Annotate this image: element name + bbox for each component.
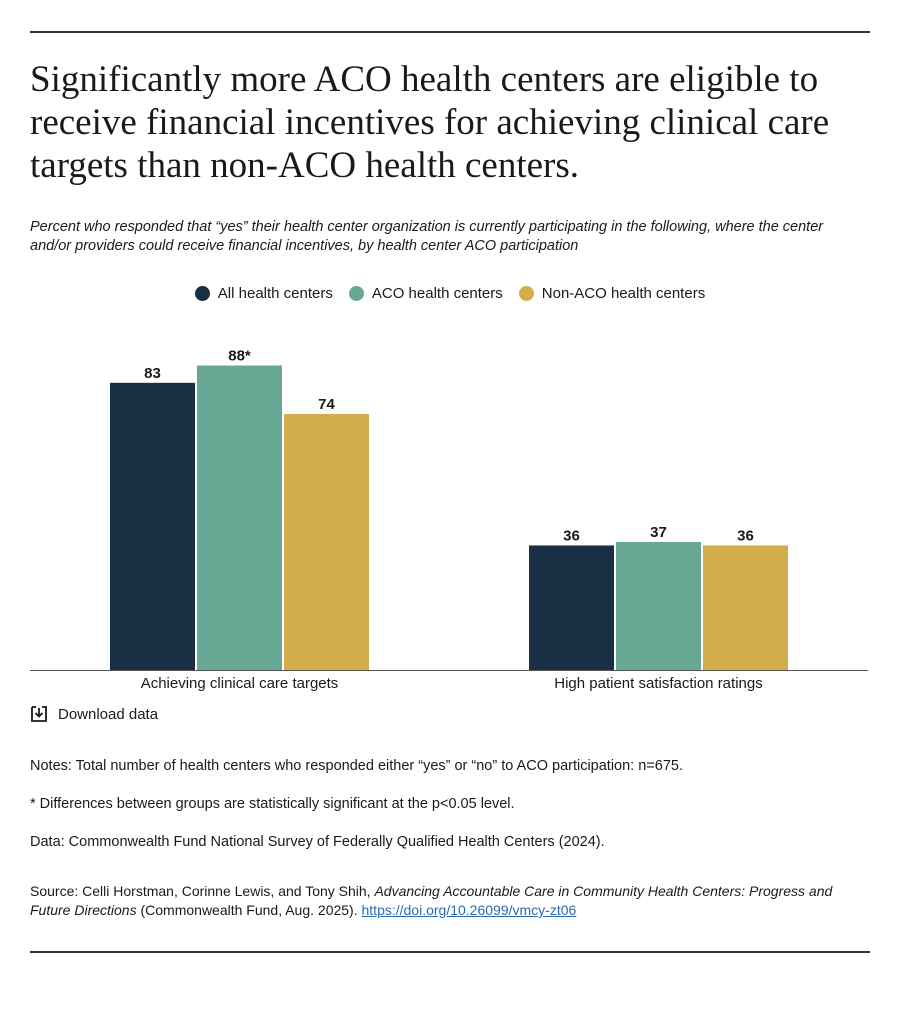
source-suffix: (Commonwealth Fund, Aug. 2025). xyxy=(136,902,362,918)
bar-all-0 xyxy=(110,382,195,670)
download-icon xyxy=(31,706,47,722)
category-label-0: Achieving clinical care targets xyxy=(141,675,339,692)
legend-swatch-all xyxy=(194,286,210,301)
bottom-rule xyxy=(30,951,870,953)
category-label-1: High patient satisfaction ratings xyxy=(554,675,762,692)
data-label-nonaco-1: 36 xyxy=(737,527,754,544)
bar-all-1 xyxy=(529,545,614,670)
legend-label-all: All health centers xyxy=(217,285,333,302)
legend-item-nonaco: Non-ACO health centers xyxy=(518,285,706,302)
chart-title: Significantly more ACO health centers ar… xyxy=(30,59,830,186)
source-work-title: Advancing Accountable Care in Community … xyxy=(30,883,833,918)
notes-text: Notes: Total number of health centers wh… xyxy=(30,758,683,774)
significance-note: * Differences between groups are statist… xyxy=(30,796,515,812)
download-label: Download data xyxy=(58,705,159,723)
legend: All health centers ACO health centers No… xyxy=(0,285,900,302)
top-rule xyxy=(30,31,870,33)
data-label-aco-0: 88* xyxy=(228,348,251,365)
data-source-note: Data: Commonwealth Fund National Survey … xyxy=(30,834,605,850)
data-label-aco-1: 37 xyxy=(650,524,667,541)
source-citation: Source: Celli Horstman, Corinne Lewis, a… xyxy=(30,882,860,920)
bar-nonaco-0 xyxy=(284,413,369,670)
data-label-all-1: 36 xyxy=(563,527,580,544)
chart-subtitle: Percent who responded that “yes” their h… xyxy=(30,219,824,254)
legend-label-nonaco: Non-ACO health centers xyxy=(541,285,706,302)
data-label-all-0: 83 xyxy=(144,365,161,382)
bar-aco-0 xyxy=(197,365,282,670)
download-data-button[interactable]: Download data xyxy=(30,705,158,723)
bar-aco-1 xyxy=(616,541,701,670)
data-label-nonaco-0: 74 xyxy=(318,396,335,413)
legend-swatch-aco xyxy=(348,286,364,301)
legend-item-all: All health centers xyxy=(194,285,333,302)
bar-chart: 83 88* 74 Achieving clinical care targets 36… xyxy=(30,348,868,692)
bar-nonaco-1 xyxy=(703,545,788,670)
legend-label-aco: ACO health centers xyxy=(371,285,503,302)
legend-item-aco: ACO health centers xyxy=(348,285,503,302)
source-prefix: Source: Celli Horstman, Corinne Lewis, a… xyxy=(30,883,375,899)
source-doi-link[interactable]: https://doi.org/10.26099/vmcy-zt06 xyxy=(361,902,577,918)
legend-swatch-nonaco xyxy=(518,286,534,301)
